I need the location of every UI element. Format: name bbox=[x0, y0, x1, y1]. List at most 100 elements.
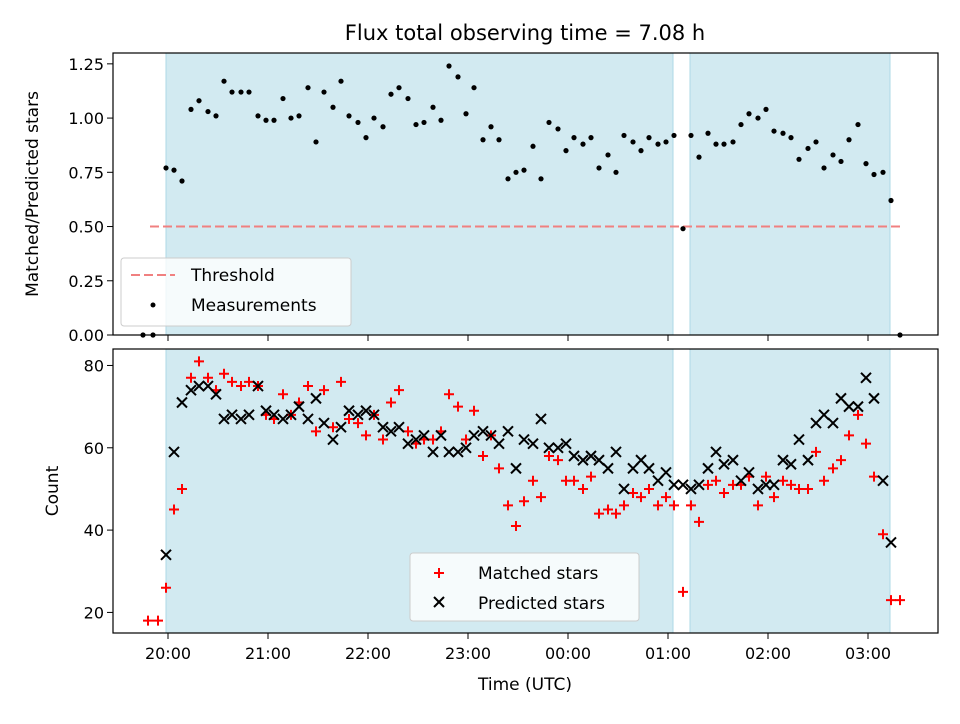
measurement-point bbox=[196, 98, 202, 104]
matched-star-point bbox=[511, 520, 521, 531]
predicted-star-point bbox=[277, 413, 289, 425]
measurement-point bbox=[738, 121, 744, 128]
matched-star-point bbox=[586, 471, 596, 482]
predicted-star-point bbox=[643, 462, 655, 475]
matched-star-point bbox=[236, 381, 246, 392]
matched-star-point bbox=[353, 418, 363, 429]
predicted-star-point bbox=[885, 536, 897, 549]
matched-star-point bbox=[836, 455, 846, 466]
matched-star-point bbox=[761, 471, 771, 482]
matched-star-point bbox=[769, 492, 779, 503]
matched-star-point bbox=[503, 500, 513, 511]
measurement-point bbox=[730, 139, 736, 145]
matched-star-point bbox=[711, 475, 721, 486]
measurement-point bbox=[505, 176, 511, 182]
matched-star-point bbox=[811, 446, 821, 457]
matched-star-point bbox=[853, 409, 863, 420]
legend-threshold-label: Threshold bbox=[190, 266, 275, 286]
measurement-point bbox=[671, 132, 677, 139]
matched-star-point bbox=[661, 492, 671, 503]
measurement-point bbox=[396, 85, 402, 91]
measurement-point bbox=[680, 226, 686, 232]
measurement-point bbox=[880, 169, 886, 175]
predicted-star-point bbox=[452, 446, 464, 458]
predicted-star-point bbox=[785, 458, 797, 470]
y-tick-label: 0.50 bbox=[68, 218, 104, 237]
y-tick-label: 0.25 bbox=[68, 272, 104, 291]
measurement-point bbox=[305, 85, 311, 91]
measurement-point bbox=[263, 117, 269, 123]
measurement-point bbox=[446, 63, 452, 69]
predicted-star-point bbox=[385, 425, 397, 438]
measurement-point bbox=[713, 141, 719, 147]
predicted-star-point bbox=[777, 454, 789, 466]
predicted-star-point bbox=[660, 466, 672, 479]
measurement-point bbox=[855, 121, 861, 128]
predicted-star-point bbox=[868, 392, 880, 405]
x-tick-label: 00:00 bbox=[545, 644, 591, 663]
predicted-star-point bbox=[593, 454, 605, 466]
measurement-point bbox=[821, 165, 827, 171]
matched-star-point bbox=[803, 483, 813, 494]
measurement-point bbox=[271, 117, 277, 123]
predicted-star-point bbox=[226, 409, 238, 421]
predicted-star-point bbox=[235, 413, 247, 425]
measurement-point bbox=[863, 161, 869, 167]
matched-star-point bbox=[753, 500, 763, 511]
matched-star-point bbox=[786, 479, 796, 490]
matched-star-point bbox=[161, 582, 171, 593]
top-legend-box bbox=[120, 257, 352, 327]
bottom-legend-box bbox=[409, 552, 640, 622]
measurement-point bbox=[188, 106, 194, 112]
matched-star-point bbox=[628, 488, 638, 499]
matched-star-point bbox=[143, 615, 153, 626]
measurement-point bbox=[655, 141, 661, 147]
measurement-point bbox=[663, 139, 669, 145]
measurement-point bbox=[521, 167, 527, 173]
measurement-point bbox=[621, 132, 627, 139]
predicted-star-point bbox=[302, 413, 314, 425]
matched-star-point bbox=[844, 430, 854, 441]
matched-star-point bbox=[895, 595, 905, 606]
measurement-point bbox=[455, 74, 461, 80]
matched-star-point bbox=[694, 516, 704, 527]
measurement-point bbox=[330, 104, 336, 110]
measurement-point bbox=[588, 135, 594, 141]
matched-star-point bbox=[186, 372, 196, 383]
matched-star-point bbox=[227, 376, 237, 387]
matched-star-point bbox=[544, 451, 554, 462]
matched-star-point bbox=[703, 479, 713, 490]
x-tick-label: 22:00 bbox=[345, 644, 391, 663]
y-tick-label: 80 bbox=[84, 356, 104, 375]
measurement-point bbox=[613, 169, 619, 175]
predicted-star-point bbox=[752, 483, 764, 495]
predicted-star-point bbox=[268, 409, 280, 421]
matched-star-point bbox=[578, 483, 588, 494]
measurement-point bbox=[538, 176, 544, 182]
matched-star-point bbox=[619, 500, 629, 511]
matched-star-point bbox=[828, 463, 838, 474]
x-tick-label: 21:00 bbox=[245, 644, 291, 663]
matched-star-point bbox=[519, 496, 529, 507]
measurement-point bbox=[605, 152, 611, 158]
matched-star-point bbox=[569, 475, 579, 486]
predicted-star-point bbox=[160, 549, 172, 561]
measurement-point bbox=[705, 130, 711, 136]
predicted-star-point bbox=[552, 442, 564, 454]
measurement-point bbox=[571, 135, 577, 141]
y-tick-label: 60 bbox=[84, 439, 104, 458]
matched-star-point bbox=[394, 385, 404, 396]
y-tick-label: 1.25 bbox=[68, 55, 104, 74]
y-tick-label: 20 bbox=[84, 603, 104, 622]
matched-star-point bbox=[444, 389, 454, 400]
matched-star-point bbox=[644, 483, 654, 494]
measurement-point bbox=[313, 139, 319, 145]
predicted-star-point bbox=[293, 400, 305, 413]
measurement-point bbox=[530, 143, 536, 149]
measurement-point bbox=[430, 104, 436, 110]
predicted-star-point bbox=[443, 446, 455, 458]
predicted-star-point bbox=[477, 425, 489, 438]
predicted-stars-series bbox=[160, 372, 897, 561]
measurement-point bbox=[796, 156, 802, 162]
measurement-point bbox=[846, 137, 852, 143]
